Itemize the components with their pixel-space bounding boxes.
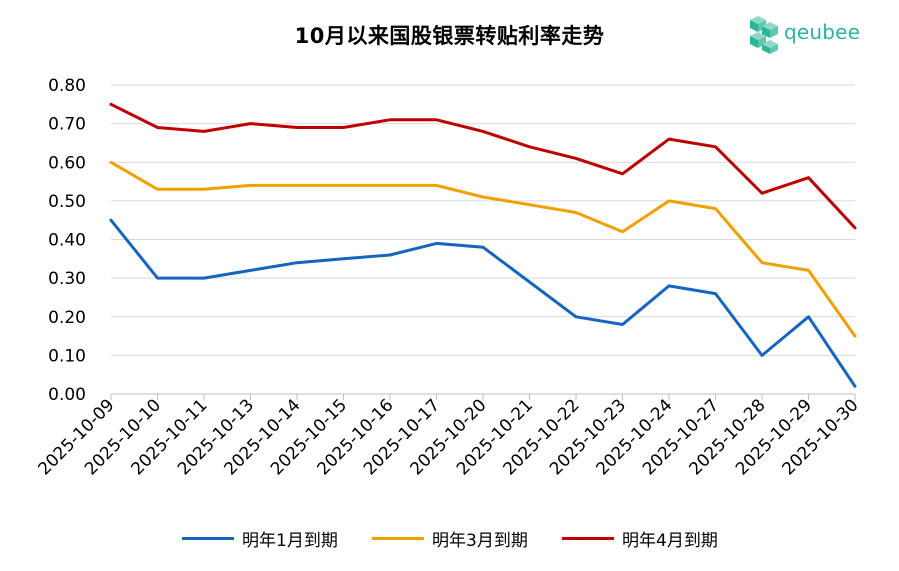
legend-item-apr: 明年4月到期 [562, 527, 718, 551]
y-tick-label: 0.10 [48, 346, 86, 366]
y-axis-tick-labels: 0.00 0.10 0.20 0.30 0.40 0.50 0.60 0.70 0.80 [48, 76, 86, 405]
y-tick-label: 0.70 [48, 115, 86, 135]
y-tick-label: 0.50 [48, 192, 86, 212]
y-tick-label: 0.20 [48, 308, 86, 328]
series-lines [109, 102, 857, 388]
legend-item-mar: 明年3月到期 [372, 527, 528, 551]
y-tick-label: 0.30 [48, 269, 86, 289]
y-tick-label: 0.60 [48, 153, 86, 173]
qeubee-logo: qeubee [748, 14, 863, 54]
y-tick-label: 0.00 [48, 385, 86, 405]
legend-swatch-mar [372, 536, 424, 540]
chart-title: 10月以来国股银票转贴利率走势 [294, 24, 605, 48]
cube-logo-icon [750, 16, 778, 54]
logo-wordmark: qeubee [784, 20, 861, 44]
x-axis-tick-labels: 2025-10-092025-10-102025-10-112025-10-13… [35, 395, 863, 479]
x-axis [110, 393, 856, 400]
legend-label-apr: 明年4月到期 [622, 530, 718, 551]
series-line-0 [109, 218, 857, 388]
legend-swatch-jan [182, 536, 234, 540]
legend-label-jan: 明年1月到期 [242, 530, 338, 551]
y-tick-label: 0.80 [48, 76, 86, 96]
legend-item-jan: 明年1月到期 [182, 527, 338, 551]
gridlines [111, 84, 855, 356]
series-line-2 [109, 102, 857, 230]
series-line-1 [109, 160, 857, 338]
y-tick-label: 0.40 [48, 231, 86, 251]
legend-label-mar: 明年3月到期 [432, 530, 528, 551]
legend: 明年1月到期 明年3月到期 明年4月到期 [0, 527, 899, 551]
legend-swatch-apr [562, 536, 614, 540]
